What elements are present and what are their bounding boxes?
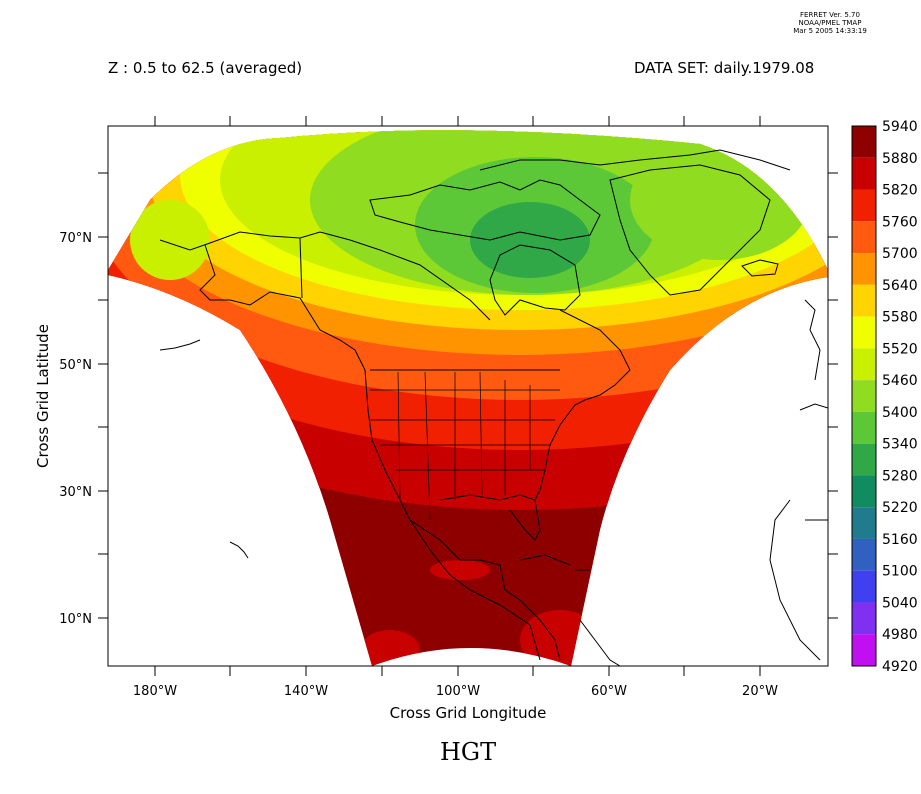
colorbar-level-label: 4920 (882, 659, 918, 675)
state-lines (370, 371, 560, 521)
colorbar-swatch (852, 411, 876, 444)
colorbar-level-label: 5700 (882, 246, 918, 262)
colorbar-level-label: 5760 (882, 214, 918, 230)
ferret-stamp: FERRET Ver. 5.70 NOAA/PMEL TMAP Mar 5 20… (768, 11, 892, 35)
colorbar-level-label: 5880 (882, 151, 918, 167)
x-tick-label: 60°W (591, 684, 627, 699)
colorbar-level-label: 5520 (882, 341, 918, 357)
z-range-label: Z : 0.5 to 62.5 (averaged) (108, 59, 303, 77)
x-tick-label: 100°W (436, 684, 480, 699)
x-tick-label: 140°W (284, 684, 328, 699)
colorbar-swatch (852, 316, 876, 349)
colorbar-level-label: 5040 (882, 595, 918, 611)
stamp-line-1: FERRET Ver. 5.70 (800, 11, 860, 19)
y-tick-label: 50°N (59, 358, 92, 373)
y-tick-label: 70°N (59, 231, 92, 246)
colorbar-swatch (852, 253, 876, 285)
coastlines (159, 149, 828, 666)
colorbar-level-label: 5220 (882, 500, 918, 516)
plot-frame (107, 125, 829, 667)
colorbar-swatch (852, 443, 876, 476)
plot-title: HGT (440, 738, 497, 766)
colorbar-level-label: 5580 (882, 310, 918, 326)
colorbar-swatch (852, 475, 876, 508)
x-ticks (154, 116, 761, 676)
y-ticks (98, 172, 838, 619)
y-tick-label: 10°N (59, 612, 92, 627)
colorbar-level-label: 5160 (882, 532, 918, 548)
colorbar-swatches (851, 125, 877, 667)
colorbar-swatch (852, 380, 876, 412)
colorbar-level-label: 5460 (882, 373, 918, 389)
x-tick-label: 180°W (133, 684, 177, 699)
y-tick-label: 30°N (59, 485, 92, 500)
colorbar-swatch (852, 538, 876, 571)
colorbar-level-label: 5820 (882, 183, 918, 199)
dataset-label: DATA SET: daily.1979.08 (634, 59, 815, 77)
colorbar-level-label: 4980 (882, 627, 918, 643)
colorbar-swatch (852, 157, 876, 190)
colorbar-labels: 5940 5880 5820 5760 5700 5640 5580 5520 5460 5400… (882, 119, 918, 675)
colorbar-level-label: 5640 (882, 278, 918, 294)
x-tick-label: 20°W (742, 684, 778, 699)
colorbar-swatch (852, 348, 876, 381)
y-axis-label: Cross Grid Latitude (34, 324, 52, 468)
colorbar-level-label: 5400 (882, 405, 918, 421)
colorbar-frame (851, 125, 877, 667)
colorbar-level-label: 5100 (882, 564, 918, 580)
colorbar-level-label: 5280 (882, 468, 918, 484)
colorbar-swatch (852, 221, 876, 254)
colorbar-swatch (852, 189, 876, 222)
colorbar-swatch (852, 634, 876, 666)
colorbar-swatch (852, 507, 876, 539)
colorbar-level-label: 5940 (882, 119, 918, 135)
colorbar-swatch (852, 126, 876, 158)
colorbar-swatch (852, 570, 876, 603)
x-axis-label: Cross Grid Longitude (390, 704, 547, 722)
colorbar-swatch (852, 284, 876, 317)
stamp-line-2: NOAA/PMEL TMAP (798, 19, 862, 27)
colorbar-level-label: 5340 (882, 437, 918, 453)
stamp-line-3: Mar 5 2005 14:33:19 (793, 27, 867, 35)
colorbar-swatch (852, 602, 876, 635)
